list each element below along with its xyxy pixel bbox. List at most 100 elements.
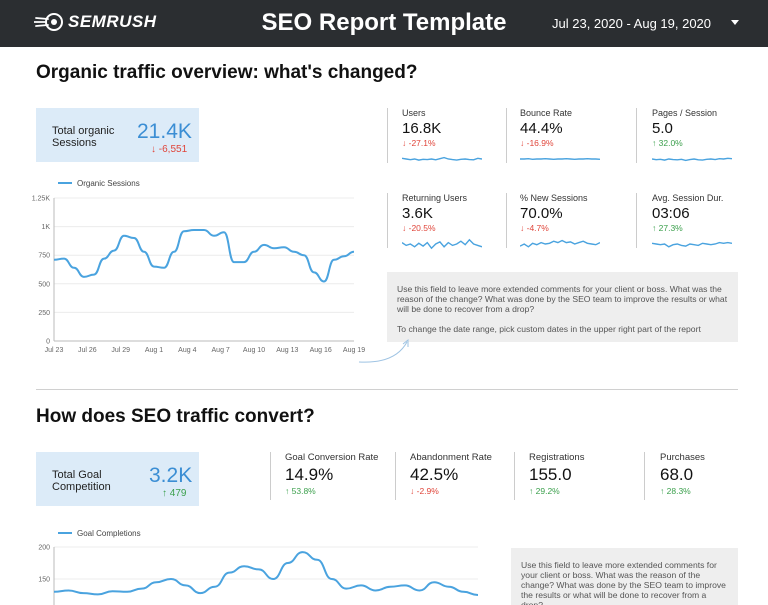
arrow-up-icon: ↑ <box>285 486 290 496</box>
metric-card: Bounce Rate 44.4% ↓ -16.9% <box>520 108 600 166</box>
metric-card: Registrations 155.0 ↑ 29.2% <box>529 452 584 496</box>
section-title-conversions: How does SEO traffic convert? <box>36 406 315 427</box>
metric-label: Abandonment Rate <box>410 452 492 463</box>
scorecard-delta-value: 479 <box>169 488 187 499</box>
divider <box>644 452 645 500</box>
x-tick-label: Jul 26 <box>78 347 97 354</box>
scorecard-organic-sessions: Total organic Sessions 21.4K ↓ -6,551 <box>36 108 199 162</box>
metric-delta-value: 53.8% <box>291 486 316 496</box>
metric-label: Users <box>402 108 426 118</box>
sparkline <box>520 239 600 248</box>
metric-delta: ↓ -2.9% <box>410 486 492 496</box>
metric-label: % New Sessions <box>520 193 588 203</box>
series-line-goal-completions <box>53 551 479 596</box>
metric-label: Bounce Rate <box>520 108 573 118</box>
metric-delta-value: -27.1% <box>408 138 436 148</box>
arrow-up-icon: ↑ <box>652 138 657 148</box>
arrow-up-icon: ↑ <box>162 488 167 499</box>
y-tick-label: 150 <box>38 577 50 584</box>
arrow-down-icon: ↓ <box>402 223 407 233</box>
date-range-picker[interactable]: Jul 23, 2020 - Aug 19, 2020 <box>552 16 712 31</box>
metric-delta: ↓ -4.7% <box>520 223 600 233</box>
x-tick-label: Aug 16 <box>310 347 332 354</box>
metric-label: Returning Users <box>402 193 468 203</box>
scorecard-delta: ↑ 479 <box>162 488 186 499</box>
metric-label: Goal Conversion Rate <box>285 452 379 463</box>
metric-delta-value: 27.3% <box>658 223 683 233</box>
divider <box>506 193 507 248</box>
x-tick-label: Aug 19 <box>343 347 365 354</box>
metric-card: Abandonment Rate 42.5% ↓ -2.9% <box>410 452 492 496</box>
comment-text: Use this field to leave more extended co… <box>397 284 728 314</box>
divider <box>270 452 271 500</box>
metric-value: 44.4% <box>520 120 563 137</box>
metric-card: Returning Users 3.6K ↓ -20.5% <box>402 193 482 251</box>
metric-delta: ↑ 29.2% <box>529 486 584 496</box>
metric-delta: ↑ 28.3% <box>660 486 705 496</box>
y-tick-label: 200 <box>38 545 50 552</box>
sparkline-series <box>402 238 482 250</box>
arrow-up-icon: ↑ <box>529 486 534 496</box>
sparkline <box>402 156 482 161</box>
sparkline-series <box>520 239 600 248</box>
sparkline <box>652 241 732 248</box>
comment-text: Use this field to leave more extended co… <box>521 560 726 605</box>
legend-label: Organic Sessions <box>77 179 140 188</box>
metric-value: 5.0 <box>652 120 673 137</box>
arrow-down-icon: ↓ <box>520 138 525 148</box>
caret-down-icon[interactable] <box>731 20 739 25</box>
x-tick-label: Aug 4 <box>178 347 196 354</box>
scorecard-delta: ↓ -6,551 <box>151 144 187 155</box>
metric-delta: ↓ -27.1% <box>402 138 482 148</box>
metric-label: Registrations <box>529 452 585 463</box>
report-title: SEO Report Template <box>261 9 507 36</box>
x-tick-label: Aug 13 <box>276 347 298 354</box>
y-tick-label: 1.25K <box>32 196 51 203</box>
comment-text: To change the date range, pick custom da… <box>397 324 701 334</box>
legend-label: Goal Completions <box>77 529 141 538</box>
metric-delta-value: -2.9% <box>416 486 439 496</box>
metric-delta: ↓ -16.9% <box>520 138 600 148</box>
arrow-down-icon: ↓ <box>410 486 415 496</box>
metric-card: Pages / Session 5.0 ↑ 32.0% <box>652 108 732 166</box>
metric-delta-value: 32.0% <box>658 138 683 148</box>
x-tick-label: Aug 10 <box>243 347 265 354</box>
arrow-up-icon: ↑ <box>652 223 657 233</box>
series-line-organic-sessions <box>53 229 355 283</box>
metric-delta: ↓ -20.5% <box>402 223 482 233</box>
metric-label: Purchases <box>660 452 705 463</box>
arrow-up-icon: ↑ <box>660 486 665 496</box>
metric-delta: ↑ 53.8% <box>285 486 378 496</box>
metric-delta: ↑ 27.3% <box>652 223 732 233</box>
brand-name: SEMRUSH <box>68 12 157 31</box>
sparkline-series <box>402 156 482 161</box>
sparkline-series <box>652 157 732 162</box>
scorecard-delta-value: -6,551 <box>158 144 188 155</box>
metric-card: Avg. Session Dur. 03:06 ↑ 27.3% <box>652 193 732 251</box>
brand-logo: SEMRUSH <box>34 12 157 32</box>
goal-completions-chart: Goal Completions 200 150 <box>38 529 479 605</box>
metric-value: 68.0 <box>660 465 694 484</box>
scorecard-value: 21.4K <box>137 120 192 143</box>
metric-value: 3.6K <box>402 205 433 222</box>
arrow-down-icon: ↓ <box>402 138 407 148</box>
x-tick-label: Jul 23 <box>45 347 64 354</box>
sparkline-series <box>652 241 732 248</box>
divider <box>514 452 515 500</box>
metric-card: Purchases 68.0 ↑ 28.3% <box>660 452 705 496</box>
y-tick-label: 500 <box>38 281 50 288</box>
divider <box>387 108 388 163</box>
scorecard-label: Total organic Sessions <box>52 125 115 149</box>
metric-value: 03:06 <box>652 205 690 222</box>
metric-value: 70.0% <box>520 205 563 222</box>
metric-value: 42.5% <box>410 465 459 484</box>
arrow-down-icon: ↓ <box>520 223 525 233</box>
metric-label: Avg. Session Dur. <box>652 193 724 203</box>
divider <box>636 108 637 163</box>
divider <box>506 108 507 163</box>
x-tick-label: Jul 29 <box>111 347 130 354</box>
pointer-arrow-icon <box>358 338 409 363</box>
x-tick-label: Aug 1 <box>145 347 163 354</box>
sparkline <box>652 157 732 162</box>
